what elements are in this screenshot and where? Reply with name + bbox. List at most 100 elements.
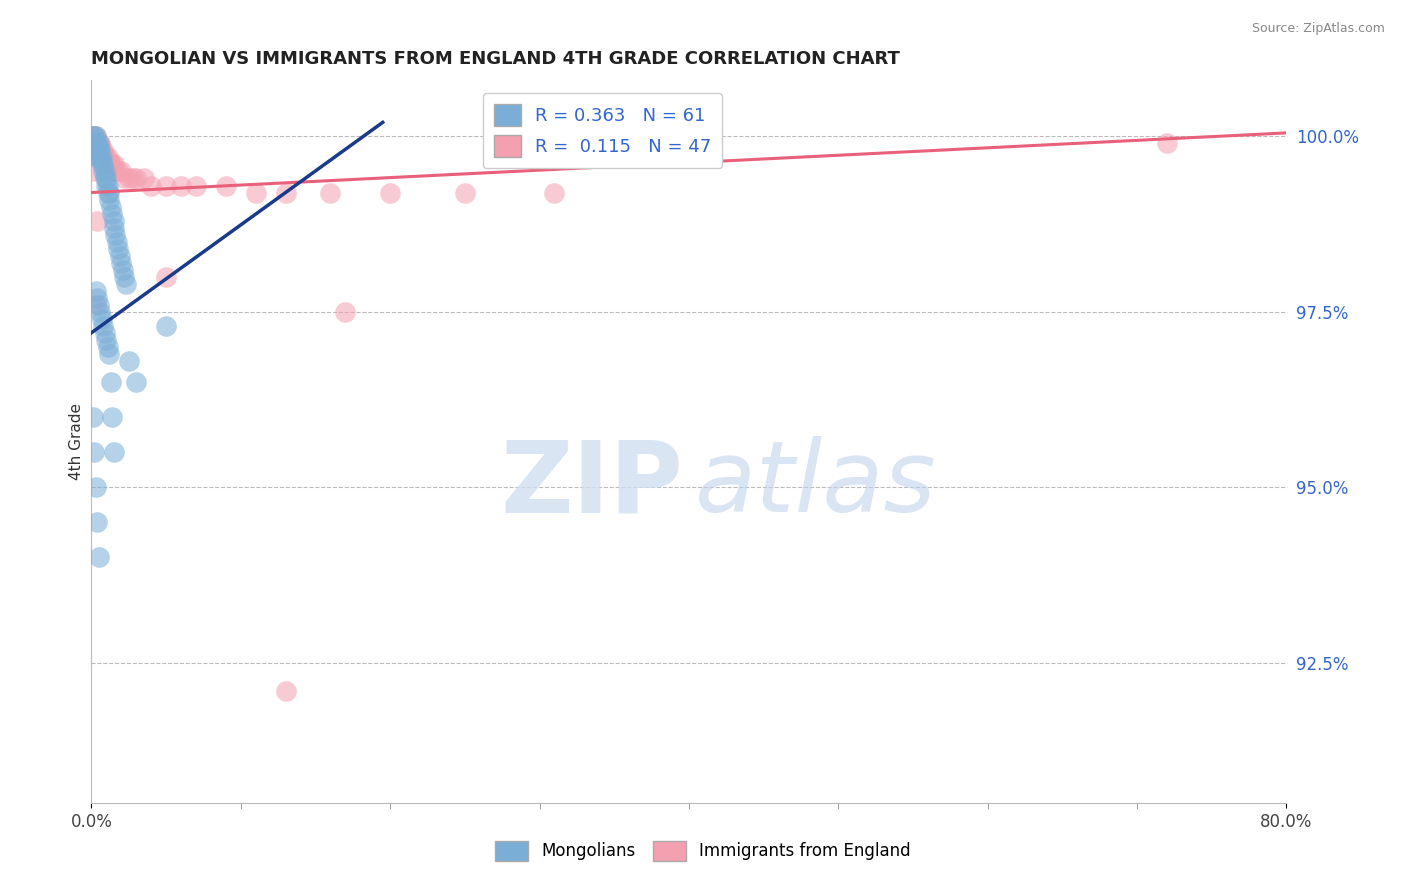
Point	[98, 193, 121, 207]
Point	[170, 178, 193, 193]
Point	[90, 311, 112, 326]
Point	[98, 186, 121, 200]
Point	[86, 144, 108, 158]
Point	[86, 136, 108, 151]
Point	[83, 129, 105, 144]
Point	[104, 164, 127, 178]
Point	[125, 375, 148, 389]
Point	[84, 129, 107, 144]
Point	[82, 136, 104, 151]
Point	[103, 157, 125, 171]
Point	[112, 269, 135, 284]
Point	[83, 445, 105, 459]
Point	[84, 144, 107, 158]
Point	[86, 515, 108, 529]
Point	[118, 171, 141, 186]
Point	[94, 171, 117, 186]
Point	[107, 164, 129, 178]
Point	[103, 445, 125, 459]
Point	[83, 136, 105, 151]
Point	[108, 249, 131, 263]
Point	[84, 129, 107, 144]
Point	[82, 136, 104, 151]
Point	[101, 409, 124, 424]
Point	[101, 206, 124, 220]
Point	[97, 186, 120, 200]
Point	[90, 144, 112, 158]
Point	[103, 213, 125, 227]
Point	[87, 136, 110, 151]
Point	[184, 178, 207, 193]
Point	[155, 269, 177, 284]
Point	[89, 144, 111, 158]
Text: MONGOLIAN VS IMMIGRANTS FROM ENGLAND 4TH GRADE CORRELATION CHART: MONGOLIAN VS IMMIGRANTS FROM ENGLAND 4TH…	[91, 50, 900, 68]
Point	[89, 305, 111, 319]
Point	[101, 157, 124, 171]
Point	[125, 171, 148, 186]
Legend: R = 0.363   N = 61, R =  0.115   N = 47: R = 0.363 N = 61, R = 0.115 N = 47	[482, 93, 723, 168]
Point	[87, 151, 110, 165]
Point	[103, 220, 125, 235]
Point	[111, 262, 134, 277]
Text: atlas: atlas	[695, 436, 936, 533]
Point	[122, 171, 145, 186]
Point	[100, 157, 122, 171]
Point	[87, 550, 110, 565]
Point	[87, 144, 110, 158]
Point	[97, 340, 120, 354]
Point	[454, 186, 477, 200]
Point	[97, 151, 120, 165]
Point	[96, 333, 118, 347]
Legend: Mongolians, Immigrants from England: Mongolians, Immigrants from England	[488, 834, 918, 868]
Point	[335, 305, 357, 319]
Point	[132, 171, 155, 186]
Point	[98, 347, 121, 361]
Point	[93, 144, 115, 158]
Point	[86, 151, 108, 165]
Point	[105, 235, 128, 249]
Point	[90, 157, 112, 171]
Point	[155, 178, 177, 193]
Point	[1156, 136, 1178, 151]
Point	[112, 171, 135, 186]
Point	[93, 318, 115, 333]
Point	[83, 164, 105, 178]
Point	[274, 683, 297, 698]
Point	[94, 326, 117, 340]
Point	[84, 136, 107, 151]
Point	[110, 255, 132, 269]
Point	[86, 291, 108, 305]
Point	[82, 129, 104, 144]
Point	[93, 164, 115, 178]
Point	[543, 186, 565, 200]
Point	[84, 284, 107, 298]
Point	[83, 129, 105, 144]
Point	[84, 480, 107, 494]
Point	[86, 213, 108, 227]
Point	[94, 151, 117, 165]
Point	[83, 136, 105, 151]
Point	[107, 242, 129, 256]
Point	[89, 136, 111, 151]
Point	[87, 144, 110, 158]
Point	[319, 186, 342, 200]
Y-axis label: 4th Grade: 4th Grade	[69, 403, 84, 480]
Point	[380, 186, 402, 200]
Point	[100, 200, 122, 214]
Point	[90, 151, 112, 165]
Point	[245, 186, 267, 200]
Point	[82, 129, 104, 144]
Point	[96, 151, 118, 165]
Point	[83, 144, 105, 158]
Point	[89, 144, 111, 158]
Point	[110, 164, 132, 178]
Point	[97, 178, 120, 193]
Point	[104, 227, 127, 242]
Point	[86, 144, 108, 158]
Point	[100, 375, 122, 389]
Point	[86, 136, 108, 151]
Point	[87, 298, 110, 312]
Text: ZIP: ZIP	[501, 436, 683, 533]
Point	[82, 409, 104, 424]
Point	[87, 136, 110, 151]
